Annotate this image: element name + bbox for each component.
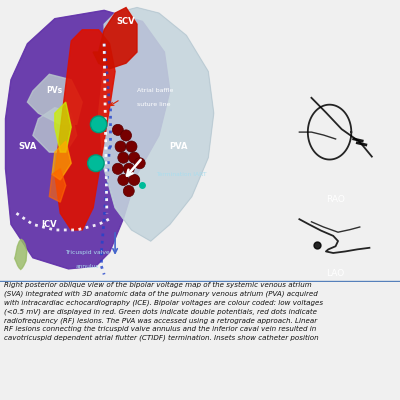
Text: suture line: suture line (137, 102, 170, 107)
Circle shape (123, 186, 134, 197)
Text: SVA: SVA (18, 142, 36, 151)
Text: Atrial baffle: Atrial baffle (137, 88, 173, 94)
Circle shape (129, 174, 140, 186)
Text: Tricuspid valve: Tricuspid valve (65, 250, 110, 255)
Circle shape (115, 141, 126, 152)
Circle shape (90, 116, 107, 133)
Polygon shape (55, 102, 71, 152)
Polygon shape (52, 141, 71, 180)
Polygon shape (33, 108, 77, 152)
Text: PVs: PVs (47, 86, 63, 96)
Circle shape (112, 124, 123, 136)
Text: Termination IART: Termination IART (156, 172, 207, 177)
Circle shape (129, 152, 140, 163)
Text: Right posterior oblique view of the bipolar voltage map of the systemic venous a: Right posterior oblique view of the bipo… (4, 282, 323, 341)
Polygon shape (55, 30, 115, 230)
Circle shape (118, 174, 129, 186)
Circle shape (123, 163, 134, 174)
Text: RAO: RAO (326, 195, 345, 204)
Text: SCV: SCV (117, 17, 135, 26)
Circle shape (126, 141, 137, 152)
Circle shape (120, 130, 132, 141)
Circle shape (140, 183, 145, 188)
Polygon shape (15, 239, 27, 270)
Polygon shape (6, 10, 170, 269)
Text: LAO: LAO (326, 268, 345, 278)
Text: ICV: ICV (42, 220, 57, 229)
Polygon shape (93, 8, 137, 69)
Circle shape (112, 163, 123, 174)
Text: annulus: annulus (76, 264, 100, 269)
Circle shape (88, 155, 104, 172)
Polygon shape (99, 8, 214, 241)
Polygon shape (27, 74, 82, 124)
Circle shape (118, 152, 129, 163)
Polygon shape (49, 169, 66, 202)
Circle shape (134, 158, 145, 169)
Text: PVA: PVA (169, 142, 187, 151)
